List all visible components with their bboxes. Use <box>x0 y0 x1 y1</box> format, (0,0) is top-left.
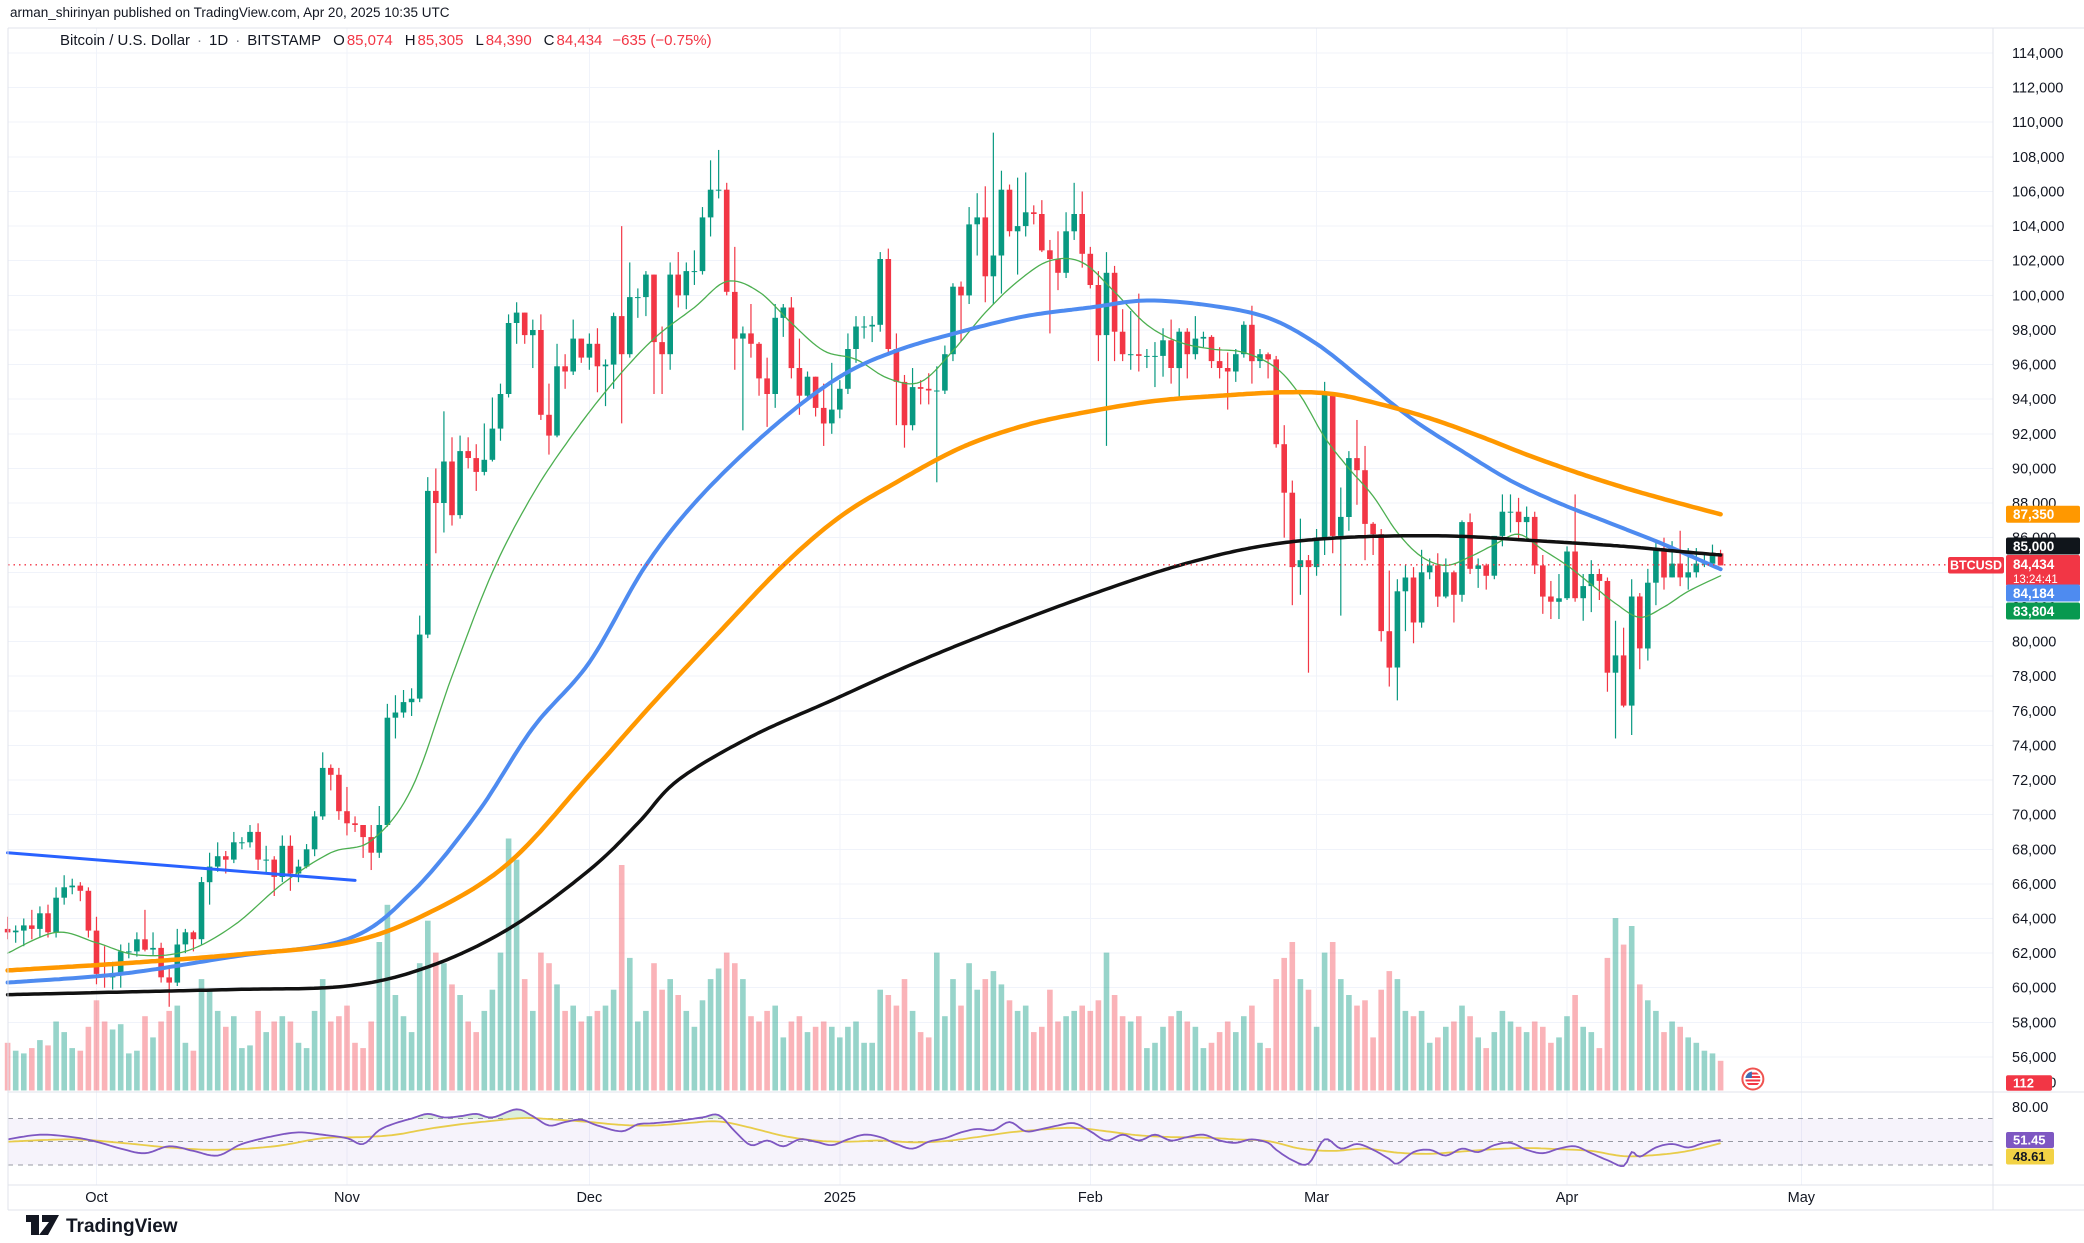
rsi-pane <box>7 1108 1993 1168</box>
byline: arman_shirinyan published on TradingView… <box>10 5 450 20</box>
trendline[interactable] <box>6 851 357 882</box>
svg-text:64,000: 64,000 <box>2012 912 2056 928</box>
tradingview-logo[interactable]: TradingView <box>26 1215 178 1237</box>
svg-text:112: 112 <box>2013 1076 2034 1091</box>
volume-tag: 112 <box>2006 1075 2052 1091</box>
svg-text:100,000: 100,000 <box>2012 288 2064 304</box>
svg-text:84,184: 84,184 <box>2013 586 2055 601</box>
time-label-2025: 2025 <box>824 1190 856 1206</box>
svg-text:98,000: 98,000 <box>2012 323 2056 339</box>
legend-symbol[interactable]: Bitcoin / U.S. Dollar <box>60 32 191 49</box>
svg-text:90,000: 90,000 <box>2012 461 2056 477</box>
axis-background <box>1993 0 2084 1243</box>
grid-layer <box>8 28 1993 1185</box>
svg-text:87,350: 87,350 <box>2013 507 2054 522</box>
ohlc-open-value: 85,074 <box>346 32 393 49</box>
chart-legend: Bitcoin / U.S. Dollar · 1D · BITSTAMP O 85,074… <box>60 32 712 49</box>
time-label-Oct: Oct <box>85 1190 108 1206</box>
svg-text:76,000: 76,000 <box>2012 704 2056 720</box>
svg-text:74,000: 74,000 <box>2012 738 2056 754</box>
svg-text:112,000: 112,000 <box>2012 81 2063 97</box>
svg-text:102,000: 102,000 <box>2012 254 2064 270</box>
svg-text:13:24:41: 13:24:41 <box>2013 574 2058 586</box>
time-label-Apr: Apr <box>1556 1190 1579 1206</box>
rsi-tag: 51.45 <box>2006 1132 2054 1148</box>
svg-text:BTCUSD: BTCUSD <box>1950 559 2002 573</box>
candles-layer <box>4 132 1724 1007</box>
svg-text:62,000: 62,000 <box>2012 946 2056 962</box>
ohlc-low-label: L <box>475 32 484 49</box>
svg-text:56,000: 56,000 <box>2012 1050 2056 1066</box>
svg-text:68,000: 68,000 <box>2012 842 2056 858</box>
legend-separator: · <box>235 32 241 49</box>
ohlc-change: −635 (−0.75%) <box>612 32 712 49</box>
svg-text:60,000: 60,000 <box>2012 981 2056 997</box>
volume-layer <box>4 838 1724 1091</box>
ohlc-high-value: 85,305 <box>417 32 464 49</box>
price-tags: 87,350 85,000 84,434 13:24:41 BTCUSD 84,184 83… <box>1948 505 2080 1165</box>
svg-text:83,804: 83,804 <box>2013 604 2055 619</box>
legend-separator: · <box>197 32 203 49</box>
separators <box>7 27 2084 1211</box>
svg-text:72,000: 72,000 <box>2012 773 2056 789</box>
ohlc-close-label: C <box>543 32 555 49</box>
legend-exchange[interactable]: BITSTAMP <box>247 32 322 49</box>
time-label-Nov: Nov <box>334 1190 361 1206</box>
svg-text:80,000: 80,000 <box>2012 635 2056 651</box>
logo-text: TradingView <box>66 1216 178 1237</box>
ohlc-open-label: O <box>333 32 345 49</box>
ohlc-high-label: H <box>404 32 416 49</box>
time-label-Mar: Mar <box>1304 1190 1329 1206</box>
svg-text:70,000: 70,000 <box>2012 808 2056 824</box>
time-label-May: May <box>1788 1190 1816 1206</box>
svg-text:66,000: 66,000 <box>2012 877 2056 893</box>
svg-text:94,000: 94,000 <box>2012 392 2056 408</box>
svg-text:110,000: 110,000 <box>2012 115 2063 131</box>
time-label-Dec: Dec <box>576 1190 602 1206</box>
svg-text:96,000: 96,000 <box>2012 358 2056 374</box>
ma-orange-slow <box>5 389 1723 973</box>
rsi-ma-tag: 48.61 <box>2006 1148 2054 1165</box>
svg-text:92,000: 92,000 <box>2012 427 2056 443</box>
price-tag-ma-orange: 87,350 <box>2006 505 2080 523</box>
price-tag-ma-blue: 84,184 <box>2006 584 2080 602</box>
price-tag-ma-green: 83,804 <box>2006 602 2080 620</box>
svg-text:85,000: 85,000 <box>2013 539 2054 554</box>
ohlc-close-value: 84,434 <box>556 32 603 49</box>
svg-text:104,000: 104,000 <box>2012 219 2064 235</box>
rsi-axis-top-label: 80.00 <box>2012 1100 2048 1116</box>
svg-text:106,000: 106,000 <box>2012 184 2064 200</box>
time-label-Feb: Feb <box>1078 1190 1103 1206</box>
svg-text:108,000: 108,000 <box>2012 150 2064 166</box>
svg-text:114,000: 114,000 <box>2012 46 2063 62</box>
rsi-line <box>7 1108 1721 1168</box>
svg-text:78,000: 78,000 <box>2012 669 2056 685</box>
ma-black-long <box>5 533 1723 997</box>
us-flag-event-icon[interactable] <box>1741 1067 1765 1091</box>
svg-text:48.61: 48.61 <box>2013 1149 2046 1164</box>
legend-interval[interactable]: 1D <box>209 32 229 49</box>
symbol-price-flag: BTCUSD <box>1948 557 2004 574</box>
svg-text:58,000: 58,000 <box>2012 1015 2056 1031</box>
svg-text:84,434: 84,434 <box>2013 557 2055 572</box>
price-tag-ma-black: 85,000 <box>2006 537 2080 555</box>
ohlc-low-value: 84,390 <box>485 32 532 49</box>
time-axis[interactable]: Oct Nov Dec 2025 Feb Mar Apr May <box>85 1190 1816 1206</box>
svg-text:51.45: 51.45 <box>2013 1133 2046 1148</box>
price-tag-last: 84,434 13:24:41 <box>2006 555 2080 586</box>
